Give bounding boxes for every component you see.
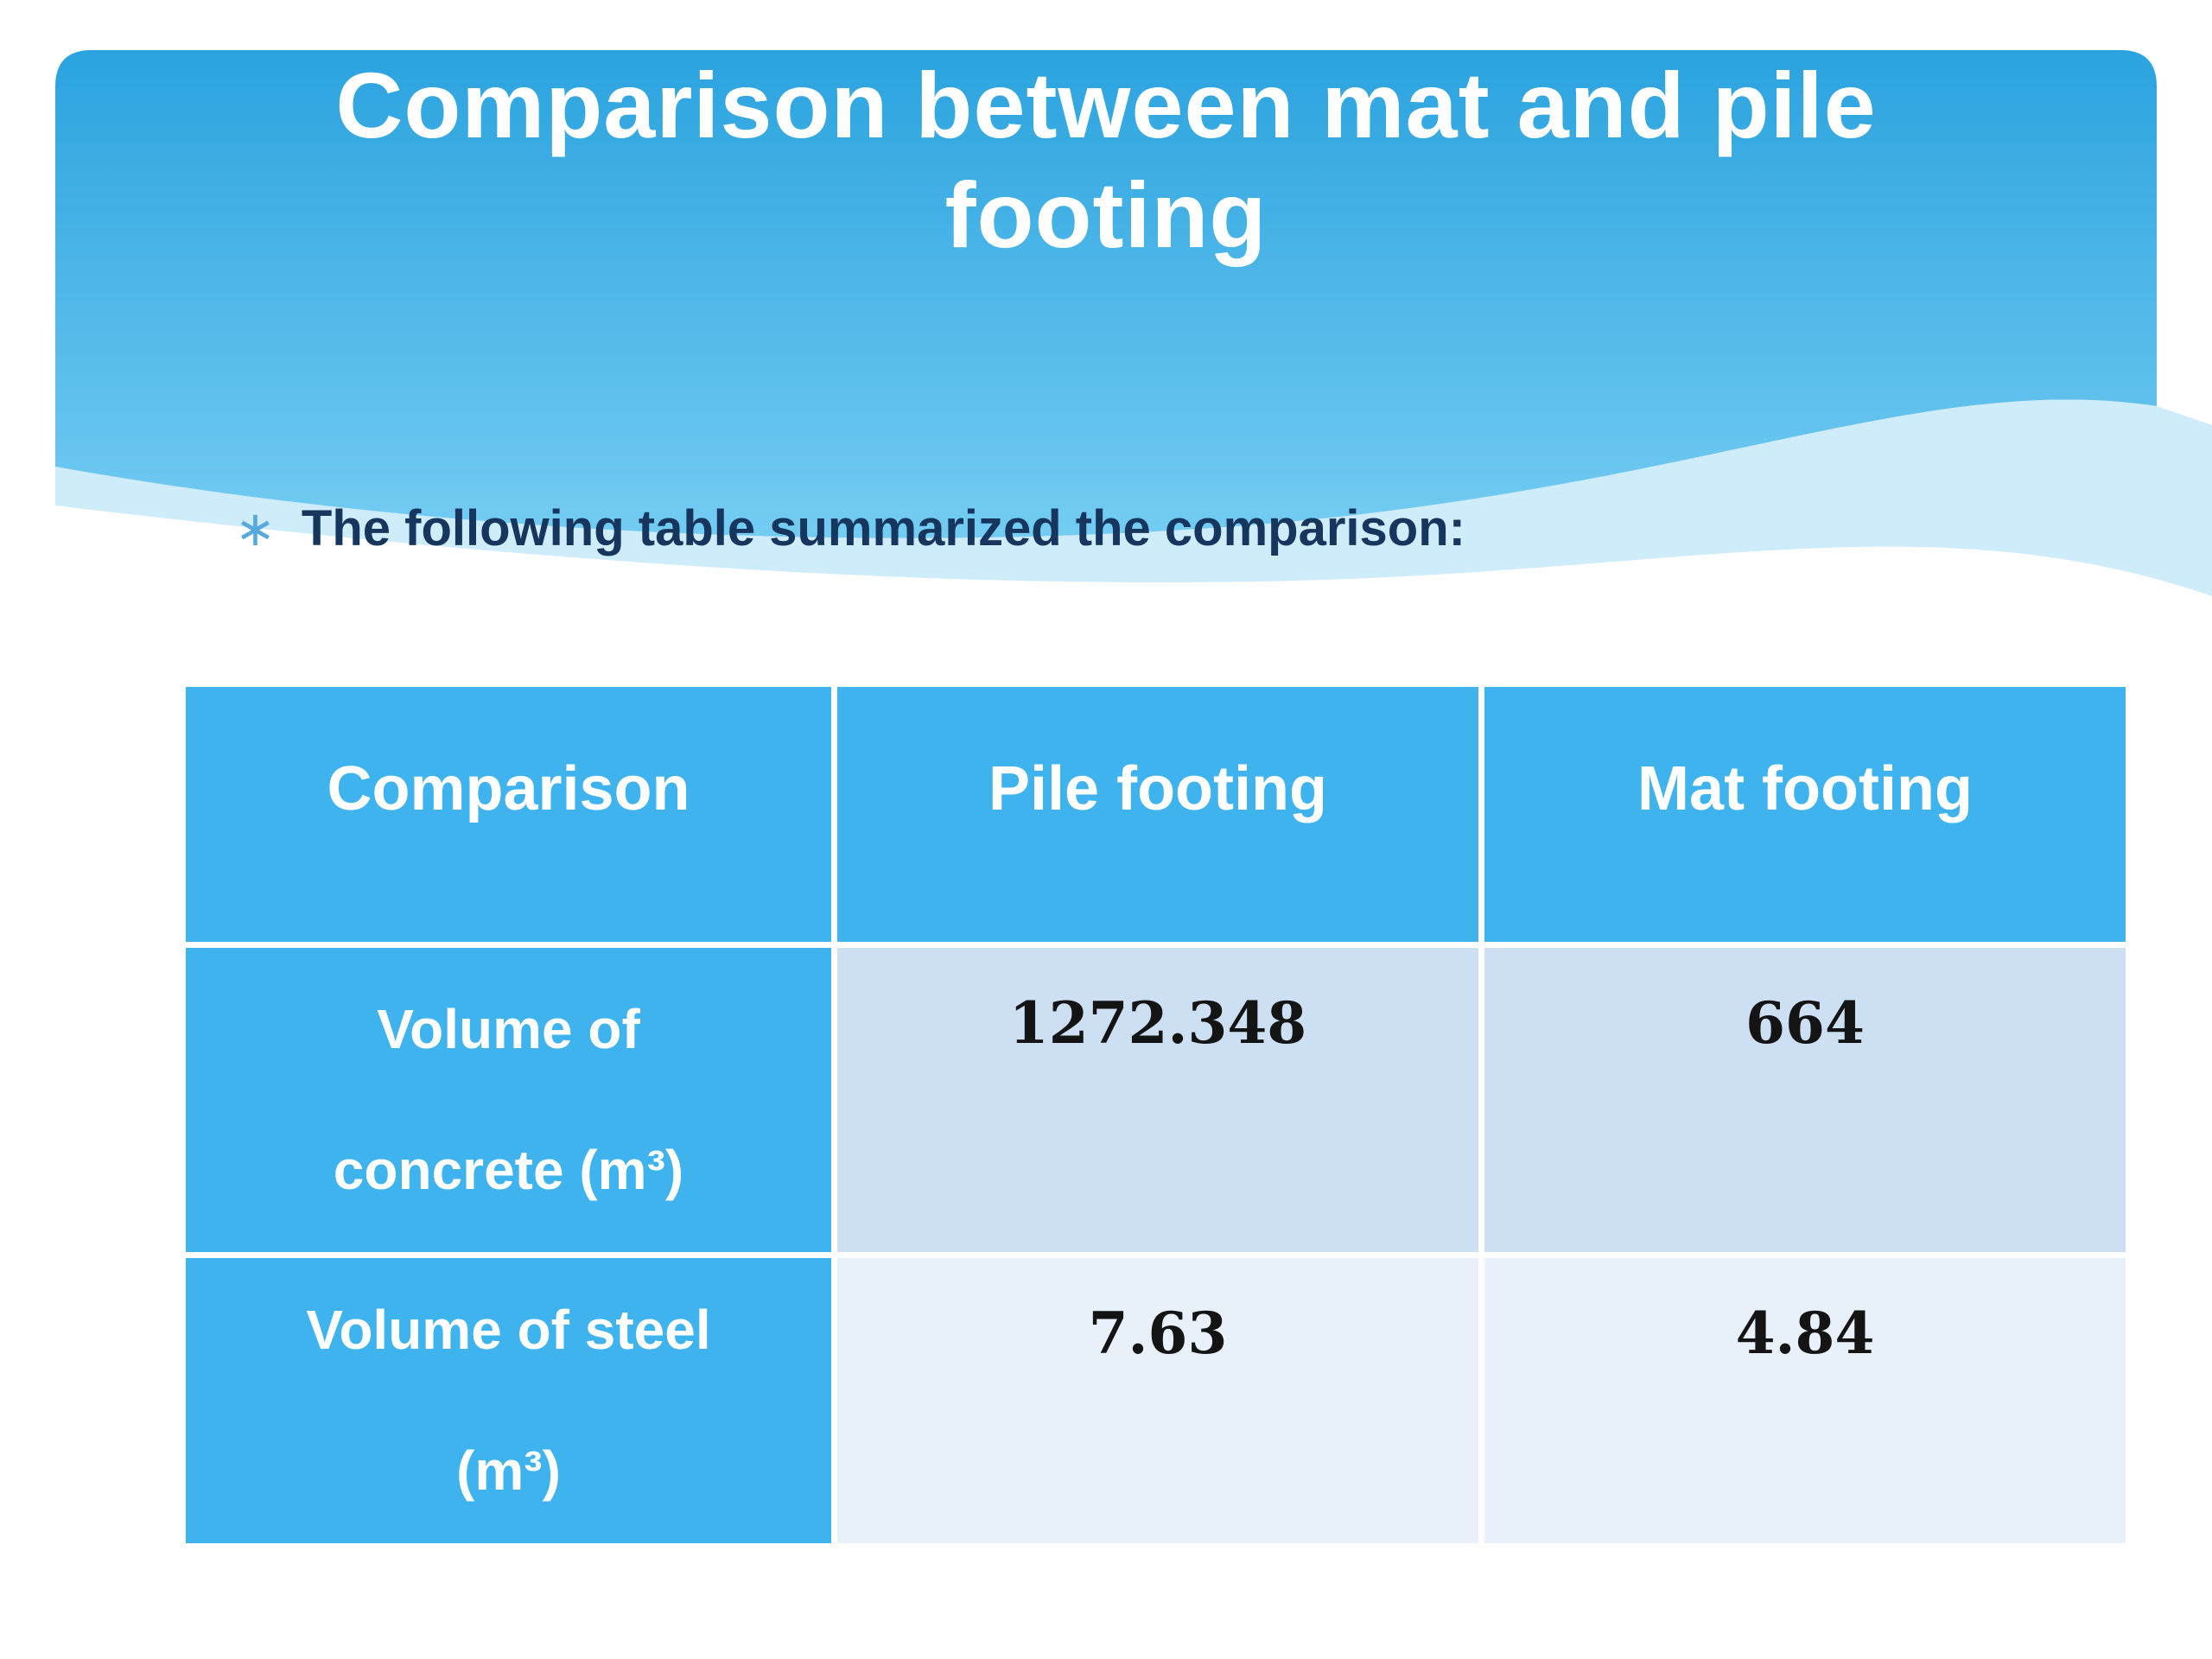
- column-header-pile-footing: Pile footing: [837, 687, 1478, 942]
- comparison-table: Comparison Pile footing Mat footing Volu…: [186, 687, 2126, 1543]
- cell-concrete-pile-value: 1272.348: [837, 948, 1478, 1252]
- bullet-item: ∗ The following table summarized the com…: [235, 499, 1465, 557]
- row-label-volume-of-concrete: Volume of concrete (m³): [186, 948, 831, 1252]
- asterisk-bullet-icon: ∗: [235, 501, 276, 556]
- cell-steel-mat-value: 4.84: [1484, 1258, 2126, 1543]
- slide-title: Comparison between mat and pile footing: [335, 53, 1877, 268]
- cell-steel-pile-value: 7.63: [837, 1258, 1478, 1543]
- column-header-label: Comparison: [327, 753, 690, 823]
- row-label-volume-of-steel: Volume of steel (m³): [186, 1258, 831, 1543]
- light-wave-overlay: [55, 399, 2212, 596]
- header-banner-wave: [55, 50, 2212, 596]
- banner-shape: [55, 50, 2157, 538]
- column-header-comparison: Comparison: [186, 687, 831, 942]
- row-label-text: Volume of concrete (m³): [333, 997, 684, 1201]
- column-header-label: Pile footing: [988, 753, 1327, 823]
- column-header-mat-footing: Mat footing: [1484, 687, 2126, 942]
- row-label-text: Volume of steel (m³): [306, 1298, 711, 1502]
- cell-concrete-mat-value: 664: [1484, 948, 2126, 1252]
- column-header-label: Mat footing: [1637, 753, 1973, 823]
- bullet-text: The following table summarized the compa…: [301, 500, 1465, 556]
